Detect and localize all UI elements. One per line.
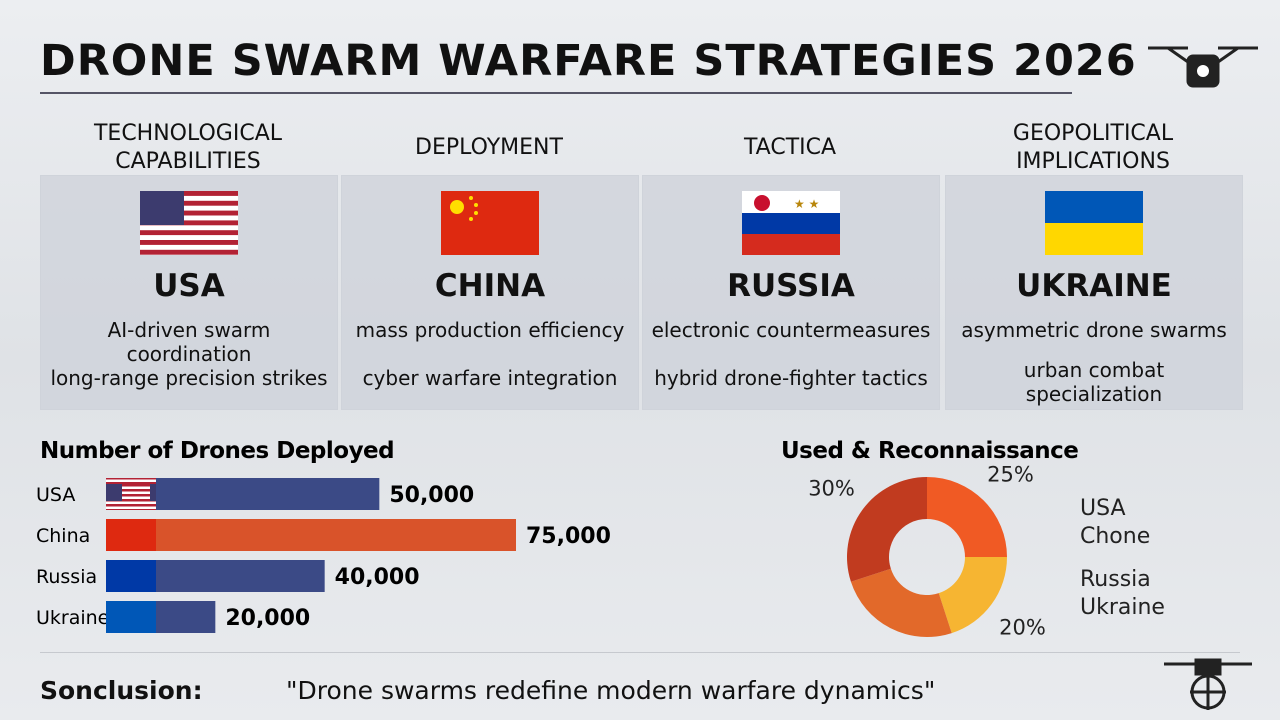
donut-slice (927, 477, 1007, 557)
legend-label: Ukraine (1080, 595, 1165, 620)
conclusion-text: "Drone swarms redefine modern warfare dy… (286, 676, 936, 705)
value-label: 50,000 (389, 483, 474, 508)
flag (140, 191, 238, 255)
chart-title: Number of Drones Deployed (40, 438, 394, 464)
bar-flag (106, 519, 156, 551)
panel-heading: TACTICA (743, 135, 837, 160)
panel: CHINA mass production efficiency cyber war… (341, 175, 639, 410)
bar-flag (106, 601, 156, 633)
drone-icon (1164, 658, 1252, 710)
donut-slice (847, 477, 927, 582)
legend-label: USA (1080, 496, 1126, 521)
category-label: China (36, 525, 90, 547)
legend-label: Russia (1080, 567, 1151, 592)
bar-flag (106, 478, 156, 510)
bar (106, 519, 516, 551)
charts: Number of Drones Deployed USA 50,000 China 7… (36, 438, 1165, 639)
slice-label: 30% (808, 477, 855, 501)
country-name: USA (153, 268, 225, 304)
flag: ★ ★ (742, 191, 840, 255)
slice-label: 25% (987, 463, 1034, 487)
drone-icon (1148, 46, 1258, 88)
panel-heading: TECHNOLOGICAL CAPABILITIES (93, 121, 282, 174)
flag (1045, 191, 1143, 255)
category-label: USA (36, 484, 75, 506)
capability: cyber warfare integration (362, 366, 618, 390)
capability: urban combat specialization (1023, 358, 1165, 406)
value-label: 40,000 (335, 565, 420, 590)
capability: hybrid drone-fighter tactics (654, 366, 928, 390)
slice-label: 20% (999, 615, 1046, 639)
panel-heading: GEOPOLITICAL IMPLICATIONS (1012, 121, 1174, 174)
country-name: UKRAINE (1016, 268, 1172, 304)
rule (40, 92, 1072, 94)
capability: long-range precision strikes (50, 366, 328, 390)
flag (441, 191, 539, 255)
capability: AI-driven swarm coordination (107, 318, 271, 366)
capability: electronic countermeasures (651, 318, 931, 342)
bar-flag (106, 560, 156, 592)
panel: ★ ★ RUSSIA electronic countermeasures hybri… (642, 175, 940, 410)
separator (40, 652, 1240, 653)
panel-heading: DEPLOYMENT (415, 135, 563, 160)
legend-label: Chone (1080, 524, 1150, 549)
donut-slice (850, 568, 952, 638)
panel: USA AI-driven swarm coordination long-rang… (40, 175, 338, 410)
category-label: Russia (36, 566, 97, 588)
donut-slice (938, 557, 1007, 634)
value-label: 20,000 (225, 606, 310, 631)
conclusion-label: Sonclusion: (40, 676, 203, 705)
panel: UKRAINE asymmetric drone swarms urban comb… (945, 175, 1243, 410)
chart-title: Used & Reconnaissance (781, 438, 1078, 464)
country-name: CHINA (434, 268, 546, 304)
value-label: 75,000 (526, 524, 611, 549)
svg-text:★ ★: ★ ★ (794, 197, 819, 211)
capability: mass production efficiency (355, 318, 625, 342)
capability: asymmetric drone swarms (961, 318, 1227, 342)
title: DRONE SWARM WARFARE STRATEGIES 2026 (40, 36, 1137, 86)
category-label: Ukraine (36, 607, 109, 629)
country-name: RUSSIA (727, 268, 855, 304)
